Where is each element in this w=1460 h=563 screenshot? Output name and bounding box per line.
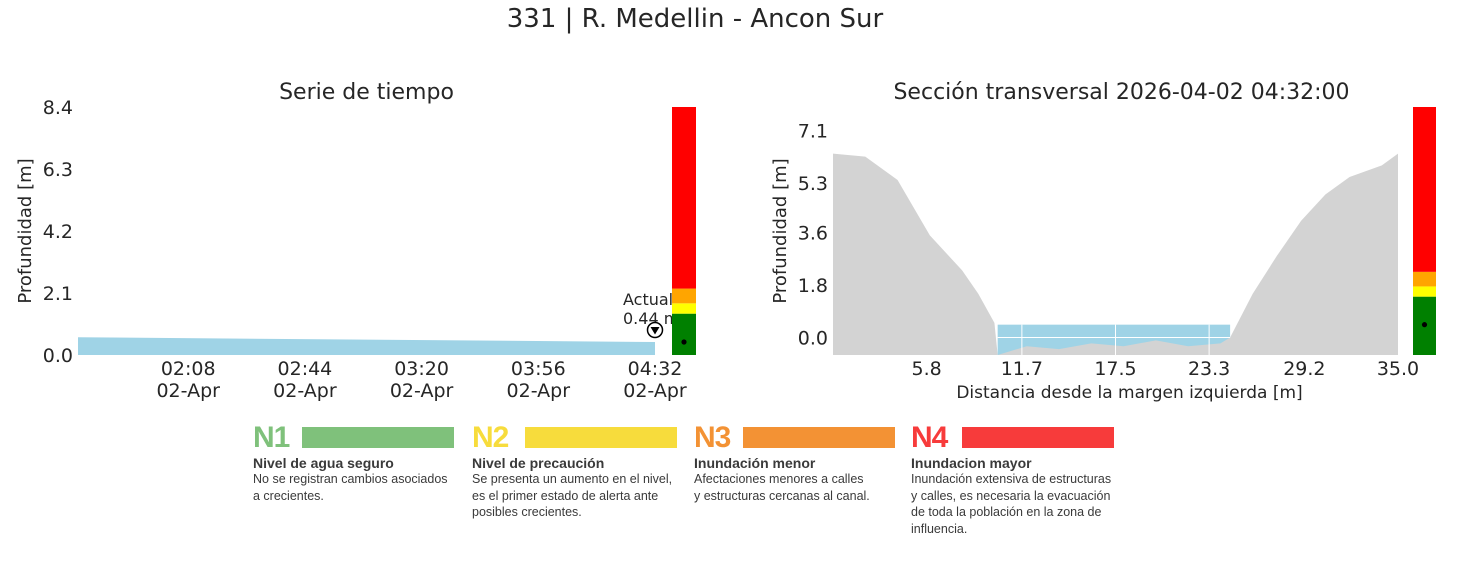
x-tick-label: 03:20 02-Apr: [390, 358, 454, 402]
y-tick-label: 8.4: [43, 97, 73, 119]
x-tick-label: 02:08 02-Apr: [156, 358, 220, 402]
x-tick-label: 5.8: [912, 358, 942, 380]
legend-color-bar: [302, 427, 454, 448]
legend-description-line: Inundación extensiva de estructuras: [911, 472, 1112, 486]
main-title: 331 | R. Medellin - Ancon Sur: [506, 4, 884, 34]
alert-bar-marker: [681, 339, 687, 345]
legend-description-line: Se presenta un aumento en el nivel,: [472, 472, 673, 486]
legend-description-line: posibles crecientes.: [472, 505, 582, 519]
legend-description-line: Afectaciones menores a calles: [694, 472, 864, 486]
chart-title: Serie de tiempo: [279, 80, 454, 105]
alert-bar-segment: [1413, 286, 1436, 297]
legend-code: N1: [253, 421, 290, 454]
y-tick-label: 6.3: [43, 159, 73, 181]
y-axis-label: Profundidad [m]: [15, 158, 36, 303]
x-tick-label: 02:44 02-Apr: [273, 358, 337, 402]
legend-color-bar: [525, 427, 677, 448]
legend-description: Se presenta un aumento en el nivel, es el…: [472, 471, 677, 521]
x-axis-label: Distancia desde la margen izquierda [m]: [956, 383, 1302, 403]
y-axis-label: Profundidad [m]: [770, 158, 791, 303]
y-tick-label: 5.3: [798, 173, 828, 195]
legend-item-n4: N4 Inundacion mayor Inundación extensiva d…: [911, 422, 1116, 537]
legend-code: N3: [694, 421, 731, 454]
legend-description-line: y calles, es necesaria la evacuación: [911, 488, 1111, 503]
x-tick-label: 04:32 02-Apr: [623, 358, 687, 402]
legend-color-bar: [962, 427, 1114, 448]
cross-section-chart: Sección transversal 2026-04-02 04:32:00 P…: [770, 80, 1436, 403]
annotation-value: 0.44 m: [623, 309, 679, 328]
legend-code: N2: [472, 421, 509, 454]
legend-name: Inundación menor: [694, 455, 816, 471]
legend-description-line: a crecientes.: [253, 488, 324, 503]
legend-description: Afectaciones menores a calles y estructur…: [694, 471, 899, 504]
alert-bar-marker: [1421, 322, 1428, 328]
alert-bar-segment: [672, 303, 696, 314]
legend-name: Nivel de agua seguro: [253, 455, 394, 471]
legend-description-line: y estructuras cercanas al canal.: [694, 488, 870, 503]
alert-bar-segment: [672, 313, 696, 355]
x-tick-label: 29.2: [1283, 358, 1325, 380]
legend-color-bar: [743, 427, 895, 448]
y-tick-label: 4.2: [43, 221, 73, 243]
x-tick-label: 17.5: [1094, 358, 1136, 380]
legend-description-line: influencia.: [911, 521, 968, 536]
legend-name: Nivel de precaución: [472, 455, 605, 471]
legend-description-line: No se registran cambios asociados: [253, 472, 448, 486]
x-tick-label: 23.3: [1188, 358, 1230, 380]
alert-bar-segment: [1413, 271, 1436, 287]
y-tick-label: 0.0: [43, 345, 73, 367]
y-tick-label: 0.0: [798, 327, 828, 349]
y-tick-label: 7.1: [798, 120, 828, 142]
terrain-profile: [833, 153, 1398, 355]
current-marker-triangle: [650, 327, 660, 335]
y-tick-label: 1.8: [798, 275, 828, 297]
legend-description: Inundación extensiva de estructuras y cal…: [911, 471, 1116, 537]
legend-description-line: de toda la población en la zona de: [911, 505, 1102, 519]
legend-item-n2: N2 Nivel de precaución Se presenta un aume…: [472, 422, 677, 521]
legend-item-n1: N1 Nivel de agua seguro No se registran ca…: [253, 422, 458, 504]
legend-description: No se registran cambios asociados a creci…: [253, 471, 458, 504]
alert-bar-segment: [1413, 107, 1436, 272]
legend-description-line: es el primer estado de alerta ante: [472, 488, 659, 503]
chart-title: Sección transversal 2026-04-02 04:32:00: [893, 80, 1349, 105]
x-tick-label: 03:56 02-Apr: [507, 358, 571, 402]
annotation-label: Actual: [623, 290, 673, 309]
legend-item-n3: N3 Inundación menor Afectaciones menores a…: [694, 422, 899, 504]
y-tick-label: 3.6: [798, 222, 828, 244]
alert-bar-segment: [672, 288, 696, 304]
legend-name: Inundacion mayor: [911, 455, 1032, 471]
legend-code: N4: [911, 421, 948, 454]
water-depth-area: [78, 337, 655, 355]
x-tick-label: 35.0: [1377, 358, 1419, 380]
x-tick-label: 11.7: [1001, 358, 1043, 380]
alert-bar-segment: [672, 107, 696, 289]
time-series-chart: Serie de tiempo Profundidad [m] 0.0 2.1 4.2 6…: [15, 80, 696, 402]
y-tick-label: 2.1: [43, 283, 73, 305]
